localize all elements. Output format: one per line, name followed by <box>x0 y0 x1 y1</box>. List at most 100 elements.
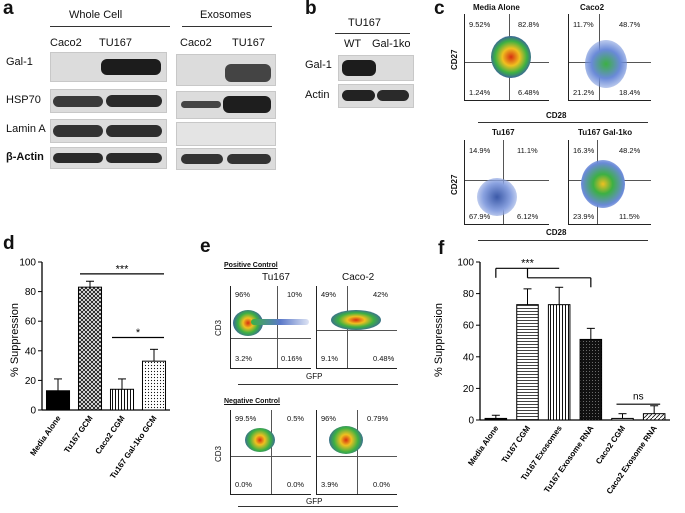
blot-b-gal1 <box>338 55 414 81</box>
e-ylabel-neg: CD3 <box>214 445 223 462</box>
exosomes-bracket <box>182 26 272 27</box>
d-bar <box>45 390 71 411</box>
c-xarrow-top <box>478 122 648 123</box>
e-xlabel-neg: GFP <box>306 497 323 506</box>
d-bar <box>141 360 167 411</box>
plot-c4-title: Tu167 Gal-1ko <box>578 128 633 137</box>
f-bar <box>642 413 666 421</box>
d-ytick-label: 100 <box>19 258 36 269</box>
f-category-label: Caco2 CGM <box>594 424 627 466</box>
col-gal1ko: Gal-1ko <box>372 38 411 50</box>
row-b-gal1: Gal-1 <box>305 59 332 71</box>
panel-e-label: e <box>200 236 211 257</box>
d-bar <box>109 388 135 411</box>
f-bar <box>611 417 634 421</box>
d-ytick-label: 60 <box>25 317 37 328</box>
flow-neg-tu167: 99.5% 0.5% 0.0% 0.0% <box>230 410 311 495</box>
blot-gal1-wc <box>50 52 167 82</box>
row-b-actin: Actin <box>305 89 330 101</box>
f-category-label: Tu167 CGM <box>500 424 532 465</box>
positive-control-title: Positive Control <box>224 262 278 269</box>
f-ytick-label: 40 <box>463 352 475 363</box>
panel-c-label: c <box>434 0 445 19</box>
flow-tu167-gal1ko: 16.3% 48.2% 23.9% 11.5% <box>568 140 651 225</box>
f-ytick-label: 60 <box>463 321 475 332</box>
row-bactin: β-Actin <box>6 151 44 163</box>
plot-c3-title: Tu167 <box>492 128 515 137</box>
f-category-label: Media Alone <box>466 424 501 468</box>
col-wt: WT <box>344 38 362 50</box>
plot-c1-title: Media Alone <box>473 3 520 12</box>
d-sig-label-1: *** <box>116 263 130 275</box>
blot-hsp70-wc <box>50 89 167 113</box>
chart-f: % Suppression 0 20 40 60 80 100 Media Alone Tu… <box>433 258 670 496</box>
e-xarrow-neg <box>238 506 398 507</box>
d-bar <box>77 286 103 411</box>
plot-c2-title: Caco2 <box>580 3 605 12</box>
d-category-label: Tu167 GCM <box>62 414 94 455</box>
col-caco2-wc: Caco2 <box>50 37 82 49</box>
whole-cell-label: Whole Cell <box>69 9 123 21</box>
f-significance: *** ns <box>495 258 661 405</box>
d-ytick-label: 40 <box>25 346 37 357</box>
chart-d: % Suppression 0 20 40 60 80 100 Media Alone Tu… <box>9 258 170 481</box>
row-gal1: Gal-1 <box>6 56 33 68</box>
blot-lamina-exo <box>176 122 276 146</box>
e-col2: Caco-2 <box>342 272 375 283</box>
f-sig-label-ns: ns <box>633 391 644 402</box>
col-tu167-exo: TU167 <box>232 37 266 49</box>
flow-pos-tu167: 96% 10% 3.2% 0.16% <box>230 286 311 369</box>
e-ylabel-pos: CD3 <box>214 319 223 336</box>
flow-caco2: 11.7% 48.7% 21.2% 18.4% <box>568 14 651 101</box>
blot-bactin-wc <box>50 147 167 169</box>
col-tu167-wc: TU167 <box>99 37 133 49</box>
panel-b-title: TU167 <box>348 17 382 29</box>
c-ylabel-bottom: CD27 <box>450 174 459 195</box>
d-ylabel: % Suppression <box>9 303 21 377</box>
f-axes: 0 20 40 60 80 100 <box>457 258 670 427</box>
blot-gal1-exo <box>176 54 276 86</box>
row-lamina: Lamin A <box>6 123 46 135</box>
blot-lamina-wc <box>50 119 167 143</box>
f-ylabel: % Suppression <box>433 303 445 377</box>
e-xlabel-pos: GFP <box>306 372 323 381</box>
panel-b-label: b <box>305 0 317 19</box>
f-bar <box>484 417 508 421</box>
f-ytick-label: 0 <box>468 416 474 427</box>
f-ytick-label: 80 <box>463 289 475 300</box>
d-category-label: Caco2 CGM <box>94 414 127 456</box>
row-hsp70: HSP70 <box>6 94 41 106</box>
c-xlabel-bottom: CD28 <box>546 228 567 237</box>
panel-f-label: f <box>438 238 445 259</box>
flow-tu167: 14.9% 11.1% 67.9% 6.12% <box>464 140 549 225</box>
negative-control-title: Negative Control <box>224 398 281 405</box>
exosomes-label: Exosomes <box>200 9 252 21</box>
panel-a-label: a <box>3 0 14 19</box>
d-category-label: Media Alone <box>28 414 63 458</box>
d-sig-label-2: * <box>136 327 141 339</box>
f-bar <box>579 338 603 421</box>
f-bar <box>516 304 539 421</box>
blot-b-actin <box>338 84 414 108</box>
c-ylabel-top: CD27 <box>450 49 459 70</box>
c-xlabel-top: CD28 <box>546 111 567 120</box>
flow-pos-caco2: 49% 42% 9.1% 0.48% <box>316 286 397 369</box>
col-caco2-exo: Caco2 <box>180 37 212 49</box>
e-xarrow-pos <box>238 384 398 385</box>
flow-neg-caco2: 96% 0.79% 3.9% 0.0% <box>316 410 397 495</box>
d-significance: **** <box>80 263 164 339</box>
d-ytick-label: 0 <box>30 406 36 417</box>
flow-media-alone: 9.52% 82.8% 1.24% 6.48% <box>464 14 549 101</box>
d-ytick-label: 80 <box>25 287 37 298</box>
e-col1: Tu167 <box>262 272 290 283</box>
c-xarrow-bottom <box>478 240 648 241</box>
f-ytick-label: 20 <box>463 384 475 395</box>
f-ytick-label: 100 <box>457 258 474 269</box>
blot-bactin-exo <box>176 148 276 170</box>
panel-d-label: d <box>3 233 15 254</box>
f-bar <box>547 304 571 421</box>
d-ytick-label: 20 <box>25 376 37 387</box>
panel-b-bracket <box>335 33 410 34</box>
whole-cell-bracket <box>50 26 170 27</box>
